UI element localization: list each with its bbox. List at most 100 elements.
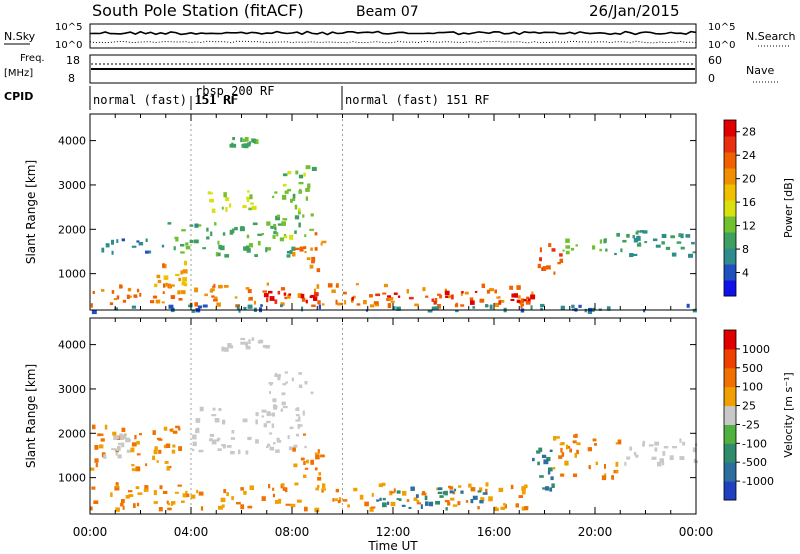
heatmap-cell [253,300,256,305]
heatmap-cell [263,423,267,428]
heatmap-cell [335,299,338,305]
heatmap-cell [245,287,250,290]
heatmap-cell [120,435,125,440]
heatmap-cell [247,190,250,193]
heatmap-cell [435,500,440,505]
heatmap-cell [200,506,204,511]
heatmap-cell [298,416,301,420]
heatmap-cell [396,498,400,501]
heatmap-cell [165,282,168,287]
heatmap-cell [173,246,176,251]
heatmap-cell [464,291,469,295]
heatmap-cell [530,294,536,300]
heatmap-cell [117,454,122,459]
heatmap-cell [679,456,685,460]
heatmap-cell [359,494,364,500]
heatmap-cell [118,442,122,446]
heatmap-cell [99,433,104,436]
heatmap-cell [175,237,179,242]
heatmap-cell [91,486,96,490]
heatmap-cell [289,234,294,240]
heatmap-cell [444,490,448,496]
heatmap-cell [272,412,275,417]
heatmap-cell [131,442,137,447]
heatmap-cell [390,501,396,507]
heatmap-cell [414,303,419,307]
heatmap-cell [644,241,648,244]
heatmap-cell [268,382,274,385]
heatmap-cell [90,506,93,511]
heatmap-cell [626,456,631,460]
heatmap-cell [302,246,307,250]
heatmap-cell [530,305,533,310]
heatmap-cell [221,346,225,352]
heatmap-cell [541,454,547,459]
heatmap-cell [611,475,614,480]
heatmap-cell [282,183,287,187]
heatmap-cell [439,495,444,498]
heatmap-cell [374,303,379,307]
heatmap-cell [163,444,167,449]
heatmap-cell [410,486,415,491]
heatmap-cell [213,298,218,302]
heatmap-cell [295,414,300,417]
heatmap-cell [310,459,314,465]
heatmap-cell [551,248,556,252]
heatmap-cell [227,343,232,348]
heatmap-cell [111,448,116,451]
heatmap-cell [168,284,172,289]
heatmap-cell [680,233,684,239]
heatmap-cell [314,232,318,236]
heatmap-cell [293,463,298,468]
heatmap-cell [249,485,254,490]
heatmap-cell [382,292,387,295]
heatmap-cell [378,483,383,488]
heatmap-cell [261,409,267,413]
time-tick-label: 12:00 [376,525,411,539]
heatmap-cell [503,503,506,506]
heatmap-cell [337,500,341,504]
colorbar-tick-label: 500 [742,362,763,375]
heatmap-cell [662,461,665,466]
heatmap-cell [545,486,550,491]
heatmap-cell [127,439,132,442]
heatmap-cell [240,341,245,345]
heatmap-cell [317,300,321,305]
heatmap-cell [94,458,99,463]
heatmap-cell [546,456,551,462]
heatmap-cell [344,300,347,305]
heatmap-cell [654,441,660,446]
heatmap-cell [115,483,119,488]
time-axis-labels: 00:00 04:00 08:00 12:00 16:00 20:00 00:00 [73,525,714,539]
heatmap-cell [247,142,251,147]
heatmap-cell [105,243,110,248]
time-tick-label: 08:00 [275,525,310,539]
heatmap-cell [460,304,465,307]
heatmap-cell [242,205,247,209]
heatmap-cell [234,227,238,231]
heatmap-cell [382,497,386,501]
date-label: 26/Jan/2015 [589,2,680,20]
heatmap-cell [139,433,142,436]
heatmap-cell [599,248,602,252]
heatmap-cell [211,295,215,298]
heatmap-cell [692,251,696,254]
heatmap-cell [115,452,118,456]
heatmap-cell [451,294,454,300]
heatmap-cell [236,502,241,505]
heatmap-cell [255,439,259,444]
heatmap-cell [576,442,581,446]
heatmap-cell [498,300,502,305]
heatmap-cell [479,298,485,303]
heatmap-cell [575,244,578,247]
heatmap-cell [304,234,307,237]
heatmap-cell [100,438,105,442]
heatmap-cell [651,456,657,460]
heatmap-cell [371,492,374,497]
heatmap-cell [90,467,95,471]
heatmap-cell [447,295,453,299]
heatmap-cell [304,445,307,449]
heatmap-cell [159,485,163,490]
cpid-segment-overlap: 151 RF [195,93,238,107]
heatmap-cell [166,443,171,448]
